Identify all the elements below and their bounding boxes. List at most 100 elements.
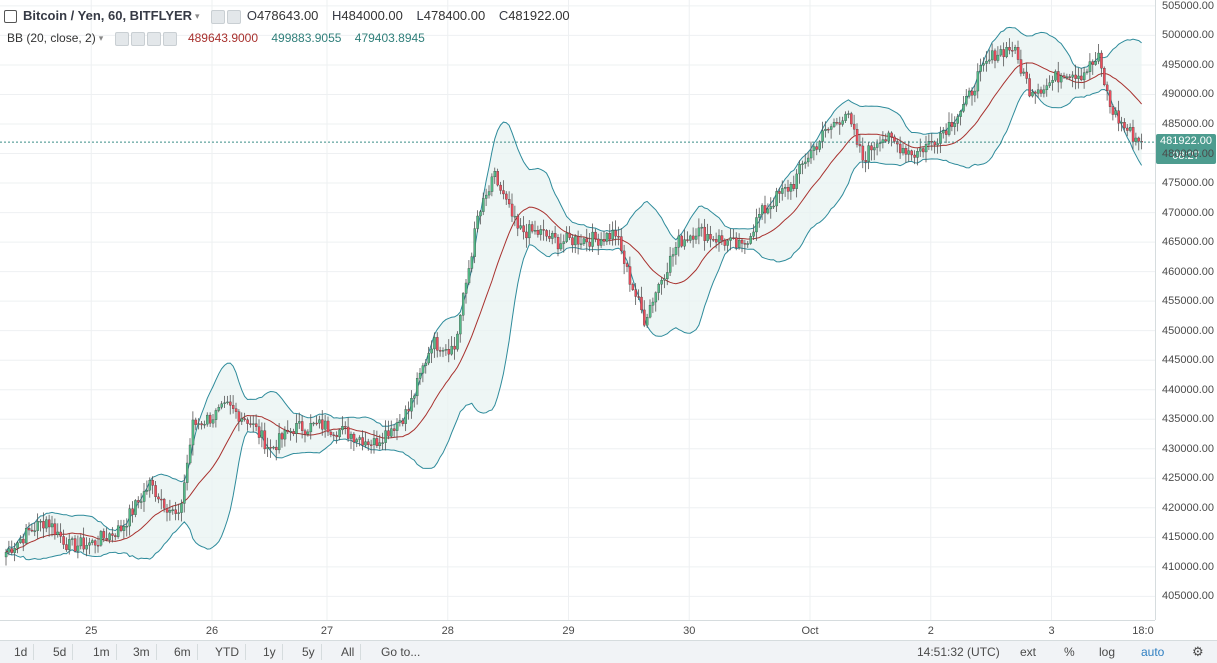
candle [990, 43, 994, 64]
candle [582, 236, 586, 246]
candle [252, 415, 255, 433]
candle [171, 506, 175, 515]
log-toggle[interactable]: log [1099, 645, 1116, 659]
candle [740, 238, 744, 253]
eye-icon[interactable] [114, 31, 129, 46]
candle [482, 192, 485, 216]
candle [904, 145, 908, 163]
candle [174, 501, 177, 521]
candle [185, 454, 189, 491]
range-6m-button[interactable]: 6m [168, 644, 198, 660]
candle [303, 428, 307, 443]
candle [338, 428, 341, 441]
candle [576, 230, 580, 255]
candle [907, 140, 911, 162]
candle [453, 337, 456, 360]
candle [381, 432, 384, 451]
chevron-down-icon[interactable]: ▾ [98, 33, 104, 44]
candle [835, 117, 839, 126]
price-tick-label: 405000.00 [1162, 590, 1214, 603]
time-axis[interactable]: 25 26 27 28 29 30 Oct 2 3 18:0 [0, 620, 1155, 641]
gear-icon[interactable]: ⚙ [1192, 644, 1204, 659]
candle [1108, 89, 1112, 114]
percent-toggle[interactable]: % [1064, 645, 1075, 659]
range-ytd-button[interactable]: YTD [209, 644, 246, 660]
candle [56, 523, 60, 538]
range-1d-button[interactable]: 1d [8, 644, 35, 660]
candle [1080, 68, 1083, 82]
chevron-down-icon[interactable]: ▾ [195, 11, 200, 22]
price-tick-label: 430000.00 [1162, 442, 1214, 455]
settings-icon[interactable] [227, 9, 242, 24]
candle [122, 519, 126, 539]
candle [789, 181, 793, 200]
candle [62, 529, 65, 549]
candle [444, 344, 448, 356]
price-axis[interactable]: 481922.00 08:27 505000.00 500000.00 495000… [1155, 0, 1217, 620]
candle [867, 142, 870, 170]
close-icon[interactable] [162, 31, 177, 46]
candle [375, 430, 379, 448]
candle [295, 414, 298, 443]
candle [993, 48, 997, 69]
go-to-button[interactable]: Go to... [381, 645, 421, 659]
candle [795, 169, 798, 198]
candle [329, 429, 333, 438]
candle [597, 233, 600, 255]
candle [433, 332, 436, 358]
candle [157, 493, 160, 504]
candle [562, 234, 566, 253]
candle [505, 191, 508, 205]
eye-icon[interactable] [211, 9, 226, 24]
candle [1068, 73, 1072, 81]
chart-plot-area[interactable]: Bitcoin / Yen, 60, BITFLYER ▾ O478643.00 … [0, 0, 1155, 620]
price-tick-label: 415000.00 [1162, 531, 1214, 544]
candle [493, 167, 497, 184]
candle [944, 123, 948, 144]
candle [1077, 67, 1080, 89]
ext-toggle[interactable]: ext [1020, 645, 1037, 659]
candle [568, 226, 571, 241]
last-price-value: 481922.00 [1160, 135, 1212, 148]
candle [591, 223, 594, 253]
candle [424, 359, 428, 374]
bottom-toolbar: 1d 5d 1m 3m 6m YTD 1y 5y All Go to... 14… [0, 640, 1217, 663]
range-1m-button[interactable]: 1m [87, 644, 117, 660]
candle [933, 140, 936, 154]
range-1y-button[interactable]: 1y [257, 644, 283, 660]
candle [467, 260, 471, 286]
price-tick-label: 460000.00 [1162, 265, 1214, 278]
candle [1025, 62, 1028, 84]
candles [4, 38, 1143, 566]
settings-icon[interactable] [130, 31, 145, 46]
range-5d-button[interactable]: 5d [47, 644, 74, 660]
candle [910, 149, 913, 161]
candle [881, 131, 885, 149]
price-tick-label: 465000.00 [1162, 236, 1214, 249]
candle [461, 292, 465, 321]
candle [967, 87, 971, 99]
candle [418, 367, 422, 385]
candle [275, 439, 278, 461]
auto-toggle[interactable]: auto [1141, 645, 1165, 659]
candle [211, 414, 215, 428]
candle [490, 173, 494, 197]
candle [200, 420, 203, 430]
candle [1071, 71, 1074, 88]
candle [134, 499, 137, 518]
range-5y-button[interactable]: 5y [296, 644, 322, 660]
range-all-button[interactable]: All [335, 644, 362, 660]
candle [65, 537, 68, 552]
candle [398, 413, 402, 427]
bb-legend: BB (20, close, 2) ▾ 489643.9000 499883.90… [7, 31, 425, 46]
candle [180, 499, 183, 522]
candle [369, 439, 373, 454]
candle [1028, 73, 1031, 98]
plus-icon[interactable] [146, 31, 161, 46]
candle [979, 58, 982, 82]
candle [896, 138, 899, 153]
candle [947, 112, 951, 137]
range-3m-button[interactable]: 3m [127, 644, 157, 660]
price-tick-label: 445000.00 [1162, 354, 1214, 367]
collapse-icon[interactable] [4, 10, 17, 24]
